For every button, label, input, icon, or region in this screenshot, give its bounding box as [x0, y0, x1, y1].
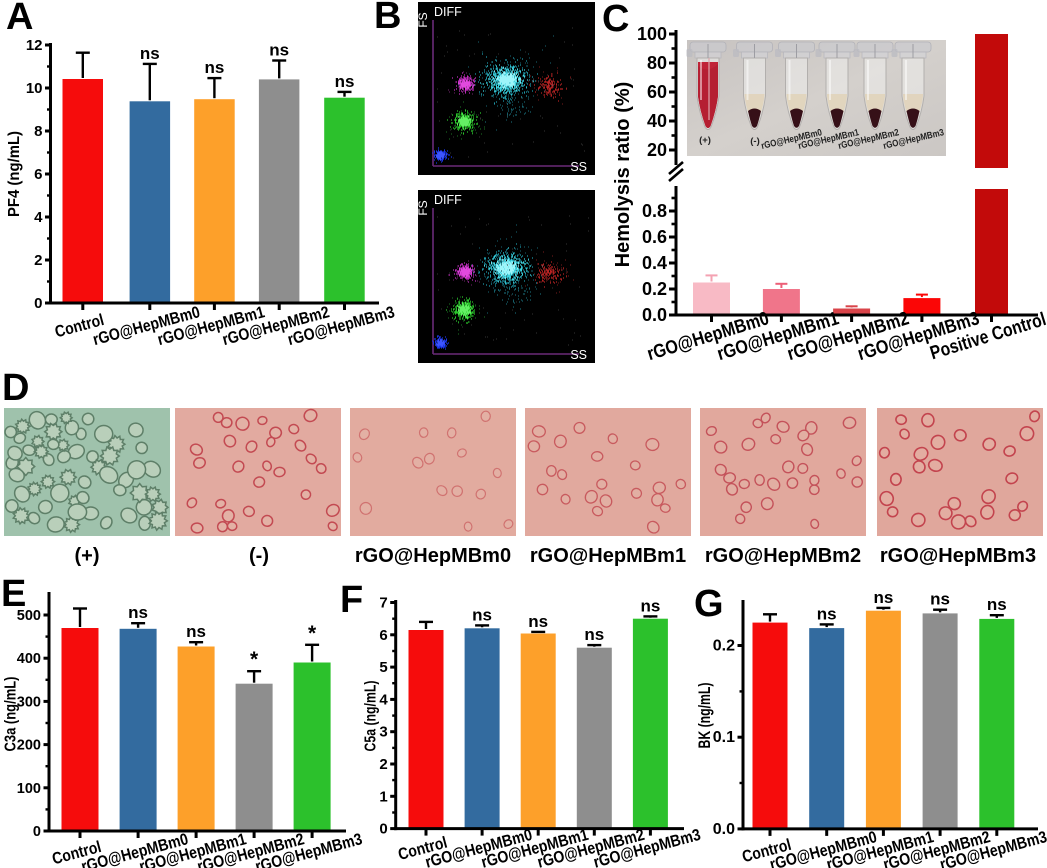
svg-text:(+): (+)	[75, 545, 100, 567]
svg-text:0.0: 0.0	[642, 305, 667, 325]
svg-text:C5a (ng/mL): C5a (ng/mL)	[363, 681, 380, 752]
svg-text:(-): (-)	[750, 136, 760, 147]
svg-text:100: 100	[637, 24, 667, 44]
svg-text:5: 5	[379, 659, 387, 676]
svg-text:(-): (-)	[249, 545, 269, 567]
svg-text:ns: ns	[269, 41, 289, 60]
svg-text:ns: ns	[204, 58, 224, 77]
svg-text:0: 0	[34, 295, 42, 312]
svg-text:0.4: 0.4	[642, 253, 667, 273]
svg-text:1: 1	[379, 788, 387, 805]
svg-text:12: 12	[26, 37, 43, 54]
svg-text:ns: ns	[335, 72, 355, 91]
svg-text:0: 0	[379, 821, 387, 838]
svg-text:0.0: 0.0	[713, 821, 735, 838]
svg-text:PF4 (ng/mL): PF4 (ng/mL)	[6, 131, 23, 217]
svg-text:ns: ns	[930, 590, 950, 609]
svg-text:*: *	[250, 648, 259, 671]
svg-text:C3a (ng/mL): C3a (ng/mL)	[3, 677, 20, 752]
svg-text:G: G	[694, 583, 724, 625]
svg-text:40: 40	[647, 111, 667, 131]
svg-text:10: 10	[26, 80, 43, 97]
svg-text:SS: SS	[570, 160, 587, 174]
svg-text:60: 60	[647, 82, 667, 102]
svg-text:ns: ns	[128, 603, 148, 622]
svg-text:6: 6	[379, 627, 387, 644]
svg-text:C: C	[602, 0, 629, 40]
svg-text:0.8: 0.8	[642, 201, 667, 221]
svg-text:ns: ns	[528, 612, 548, 631]
svg-text:ns: ns	[873, 588, 893, 607]
svg-text:2: 2	[34, 252, 42, 269]
svg-text:8: 8	[34, 123, 42, 140]
svg-text:DIFF: DIFF	[434, 193, 462, 207]
svg-text:20: 20	[647, 140, 667, 160]
svg-text:BK (ng/mL): BK (ng/mL)	[695, 683, 714, 749]
svg-text:Hemolysis ratio (%): Hemolysis ratio (%)	[612, 82, 634, 268]
svg-text:ns: ns	[472, 605, 492, 624]
svg-text:E: E	[1, 573, 26, 615]
svg-text:100: 100	[17, 781, 41, 797]
svg-text:0.1: 0.1	[713, 729, 735, 746]
svg-text:0.2: 0.2	[642, 279, 667, 299]
svg-text:80: 80	[647, 53, 667, 73]
svg-text:ns: ns	[140, 44, 160, 63]
svg-text:6: 6	[34, 166, 42, 183]
svg-text:DIFF: DIFF	[434, 5, 462, 19]
svg-text:4: 4	[34, 209, 43, 226]
svg-text:ns: ns	[186, 622, 206, 641]
svg-text:rGO@HepMBm1: rGO@HepMBm1	[530, 545, 686, 567]
svg-text:3: 3	[379, 724, 387, 741]
svg-text:ns: ns	[640, 596, 660, 615]
svg-text:0.2: 0.2	[713, 638, 735, 655]
svg-text:rGO@HepMBm2: rGO@HepMBm2	[705, 545, 861, 567]
svg-text:(+): (+)	[699, 135, 711, 146]
svg-text:0: 0	[33, 824, 41, 840]
svg-text:400: 400	[17, 651, 41, 667]
svg-text:rGO@HepMBm0: rGO@HepMBm0	[355, 545, 511, 567]
svg-text:4: 4	[379, 691, 388, 708]
svg-text:FS: FS	[416, 200, 430, 215]
svg-text:A: A	[6, 0, 33, 38]
svg-text:*: *	[308, 622, 317, 645]
svg-text:SS: SS	[570, 348, 587, 362]
svg-text:300: 300	[17, 694, 41, 710]
svg-text:FS: FS	[416, 12, 430, 27]
svg-text:D: D	[2, 367, 29, 409]
svg-text:B: B	[374, 0, 401, 37]
svg-text:0.6: 0.6	[642, 227, 667, 247]
svg-text:200: 200	[17, 738, 41, 754]
svg-text:500: 500	[17, 608, 41, 624]
svg-text:F: F	[340, 579, 363, 621]
svg-text:7: 7	[379, 595, 387, 612]
svg-text:rGO@HepMBm3: rGO@HepMBm3	[880, 545, 1036, 567]
svg-text:ns: ns	[817, 604, 837, 623]
svg-text:2: 2	[379, 756, 387, 773]
svg-text:ns: ns	[987, 595, 1007, 614]
svg-text:ns: ns	[584, 625, 604, 644]
